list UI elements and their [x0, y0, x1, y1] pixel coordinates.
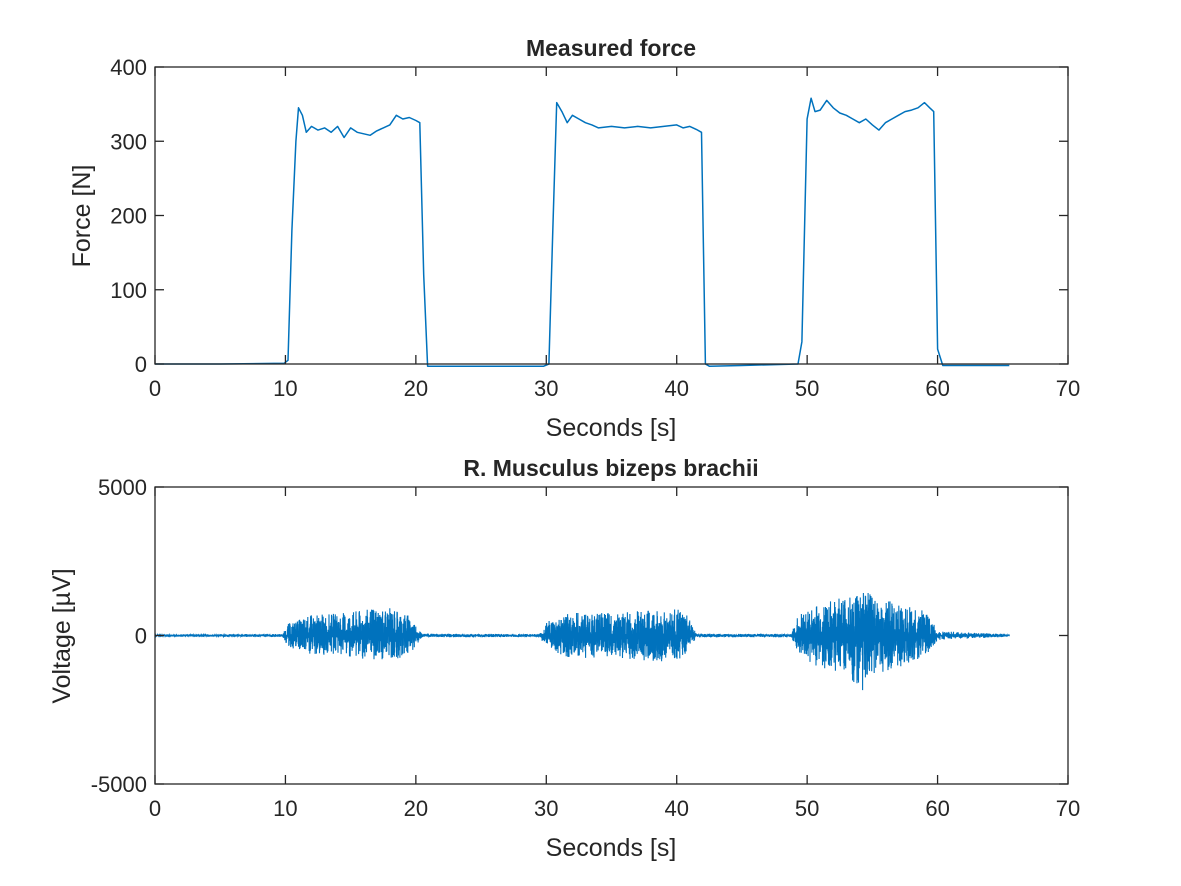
emg-x-tick-label: 0 [149, 796, 161, 821]
force-chart: Measured force 0 10 20 30 40 50 60 70 0 100 200 30… [68, 35, 1080, 442]
force-y-axis-label: Force [N] [68, 165, 96, 268]
force-y-tick-label: 200 [110, 204, 147, 229]
force-x-tick-label: 20 [404, 376, 428, 401]
emg-plot-area [154, 592, 1010, 691]
emg-x-ticks: 0 10 20 30 40 50 60 70 [149, 487, 1080, 821]
emg-chart: R. Musculus bizeps brachii 0 10 20 30 40 50 60… [48, 455, 1080, 862]
emg-x-axis-label: Seconds [s] [546, 834, 677, 862]
emg-x-tick-label: 30 [534, 796, 558, 821]
force-x-tick-label: 70 [1056, 376, 1080, 401]
force-series-line [155, 97, 1010, 367]
emg-x-tick-label: 10 [273, 796, 297, 821]
force-x-tick-label: 50 [795, 376, 819, 401]
emg-y-tick-label: -5000 [91, 772, 147, 797]
force-y-tick-label: 100 [110, 278, 147, 303]
force-y-tick-label: 0 [135, 352, 147, 377]
emg-y-axis-label: Voltage [µV] [48, 568, 76, 703]
emg-y-ticks: -5000 0 5000 [91, 475, 1068, 797]
force-x-tick-label: 30 [534, 376, 558, 401]
emg-x-tick-label: 50 [795, 796, 819, 821]
emg-x-tick-label: 20 [404, 796, 428, 821]
force-x-ticks: 0 10 20 30 40 50 60 70 [149, 67, 1080, 401]
emg-y-tick-label: 5000 [98, 475, 147, 500]
emg-x-tick-label: 40 [664, 796, 688, 821]
emg-y-tick-label: 0 [135, 624, 147, 649]
emg-x-tick-label: 70 [1056, 796, 1080, 821]
force-x-tick-label: 10 [273, 376, 297, 401]
force-x-tick-label: 60 [925, 376, 949, 401]
force-y-tick-label: 300 [110, 129, 147, 154]
force-y-ticks: 0 100 200 300 400 [110, 55, 1068, 377]
force-chart-title: Measured force [526, 35, 696, 61]
emg-series-line [154, 592, 1010, 691]
force-x-tick-label: 0 [149, 376, 161, 401]
emg-chart-title: R. Musculus bizeps brachii [463, 455, 758, 481]
force-x-axis-label: Seconds [s] [546, 414, 677, 442]
emg-x-tick-label: 60 [925, 796, 949, 821]
force-plot-area [155, 97, 1010, 367]
force-y-tick-label: 400 [110, 55, 147, 80]
force-x-tick-label: 40 [664, 376, 688, 401]
